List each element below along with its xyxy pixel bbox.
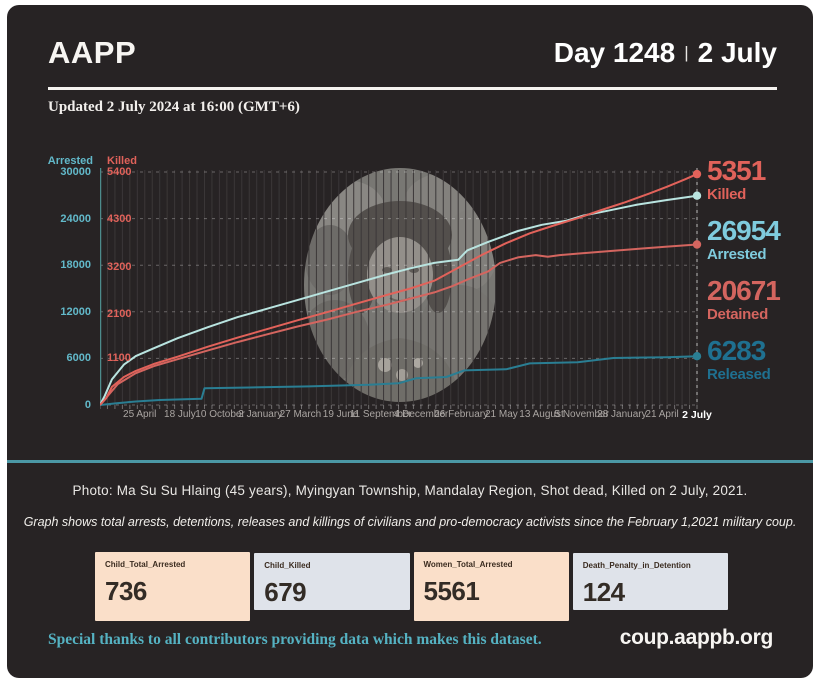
xtick-18-july: 18 July bbox=[164, 409, 196, 420]
website-url: coup.aappb.org bbox=[619, 626, 774, 649]
thanks-note: Special thanks to all contributors provi… bbox=[48, 631, 542, 648]
summary-value-detained: 20671 bbox=[707, 275, 781, 306]
xtick-21-may: 21 May bbox=[484, 409, 518, 420]
summary-label-detained: Detained bbox=[707, 306, 768, 323]
summary-value-killed: 5351 bbox=[707, 155, 766, 186]
ytick-arrested-12000: 12000 bbox=[60, 305, 91, 318]
stat-cards-row: Child_Total_Arrested 736 Child_Killed 679 Wo… bbox=[95, 552, 728, 622]
teal-divider bbox=[7, 460, 813, 463]
xtick-10-october: 10 October bbox=[195, 409, 245, 420]
day-label: Day 1248 bbox=[553, 37, 676, 68]
chart-series bbox=[100, 169, 702, 406]
stat-card-women_total_arrested: Women_Total_Arrested 5561 bbox=[413, 552, 569, 621]
chart-gridlines bbox=[100, 168, 698, 409]
card-value: 5561 bbox=[423, 576, 480, 606]
left-axis-title: Arrested bbox=[47, 155, 93, 167]
card-value: 679 bbox=[264, 577, 307, 607]
card-label: Child_Killed bbox=[264, 561, 311, 570]
summary-label-killed: Killed bbox=[707, 186, 747, 203]
ytick-killed-4300: 4300 bbox=[107, 213, 132, 226]
summary-stat-detained: 20671 Detained bbox=[707, 275, 781, 323]
ytick-arrested-18000: 18000 bbox=[60, 259, 91, 272]
xtick-28-january: 28 January bbox=[597, 409, 647, 420]
stat-card-child_total_arrested: Child_Total_Arrested 736 bbox=[95, 552, 251, 621]
ytick-killed-3200: 3200 bbox=[107, 260, 132, 273]
series-end-dot-killed bbox=[692, 169, 702, 179]
ytick-killed-2100: 2100 bbox=[107, 308, 132, 321]
updated-timestamp: Updated 2 July 2024 at 16:00 (GMT+6) bbox=[48, 99, 300, 115]
xtick-11-september: 11 September bbox=[349, 409, 412, 420]
series-line-released bbox=[100, 355, 698, 406]
summary-stat-released: 6283 Released bbox=[707, 335, 771, 383]
chart-plot bbox=[100, 168, 702, 409]
photo-caption: Photo: Ma Su Su Hlaing (45 years), Mying… bbox=[72, 483, 748, 498]
xtick-5-november: 5 November bbox=[554, 409, 609, 420]
ytick-killed-1100: 1100 bbox=[107, 351, 131, 364]
summary-label-released: Released bbox=[707, 366, 771, 383]
ytick-killed-5400: 5400 bbox=[107, 166, 132, 178]
stat-card-child_killed: Child_Killed 679 bbox=[254, 553, 410, 610]
xtick-13-august: 13 August bbox=[519, 409, 564, 420]
summary-label-arrested: Arrested bbox=[707, 246, 767, 263]
summary-value-arrested: 26954 bbox=[707, 215, 781, 246]
stat-card-death_penalty_in_detention: Death_Penalty_in_Detention 124 bbox=[572, 553, 728, 610]
xtick-27-march: 27 March bbox=[279, 409, 322, 420]
card-value: 124 bbox=[582, 577, 625, 607]
ytick-arrested-6000: 6000 bbox=[66, 352, 91, 365]
day-separator: | bbox=[684, 43, 689, 62]
series-end-dot-released bbox=[692, 352, 702, 361]
xtick-4-december: 4 December bbox=[393, 409, 449, 420]
series-line-detained bbox=[100, 243, 698, 406]
card-label: Women_Total_Arrested bbox=[423, 560, 513, 569]
xtick-2-july: 2 July bbox=[682, 409, 712, 421]
graph-description: Graph shows total arrests, detentions, r… bbox=[23, 515, 797, 529]
xtick-21-april: 21 April bbox=[645, 409, 679, 420]
date-label: 2 July bbox=[697, 37, 777, 68]
card-label: Child_Total_Arrested bbox=[105, 560, 186, 569]
xtick-25-april: 25 April bbox=[123, 409, 157, 420]
xtick-2-january: 2 January bbox=[238, 409, 283, 420]
header-divider bbox=[48, 87, 777, 90]
ytick-arrested-24000: 24000 bbox=[60, 212, 91, 225]
summary-stat-killed: 5351 Killed bbox=[707, 155, 766, 203]
card-label: Death_Penalty_in_Detention bbox=[582, 561, 691, 570]
line-chart: Arrested Killed bbox=[7, 145, 813, 445]
series-line-killed bbox=[100, 173, 698, 406]
xtick-19-june: 19 June bbox=[322, 409, 359, 420]
series-end-dot-arrested bbox=[692, 191, 702, 200]
infographic-card: AAPP Day 1248 | 2 July Updated 2 July 2024… bbox=[7, 5, 813, 678]
summary-stat-arrested: 26954 Arrested bbox=[707, 215, 781, 263]
series-end-dot-detained bbox=[692, 240, 702, 249]
right-axis-title: Killed bbox=[107, 155, 137, 167]
ytick-arrested-0: 0 bbox=[84, 399, 91, 411]
card-value: 736 bbox=[105, 576, 147, 606]
xtick-26-february: 26 February bbox=[434, 409, 489, 420]
summary-value-released: 6283 bbox=[707, 335, 766, 366]
ytick-arrested-30000: 30000 bbox=[60, 166, 91, 178]
aapp-logo: AAPP bbox=[48, 35, 137, 70]
day-counter: Day 1248 | 2 July bbox=[554, 37, 777, 69]
